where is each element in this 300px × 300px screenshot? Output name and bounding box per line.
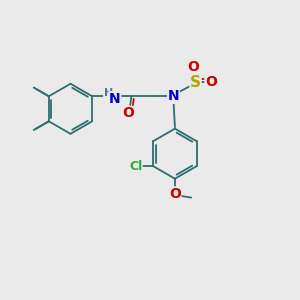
Text: O: O bbox=[187, 60, 199, 74]
Text: H: H bbox=[104, 88, 113, 98]
Text: S: S bbox=[190, 75, 201, 90]
Text: N: N bbox=[109, 92, 121, 106]
Text: O: O bbox=[205, 75, 217, 89]
Text: N: N bbox=[168, 89, 179, 103]
Text: O: O bbox=[122, 106, 134, 120]
Text: Cl: Cl bbox=[129, 160, 142, 173]
Text: O: O bbox=[169, 187, 181, 201]
